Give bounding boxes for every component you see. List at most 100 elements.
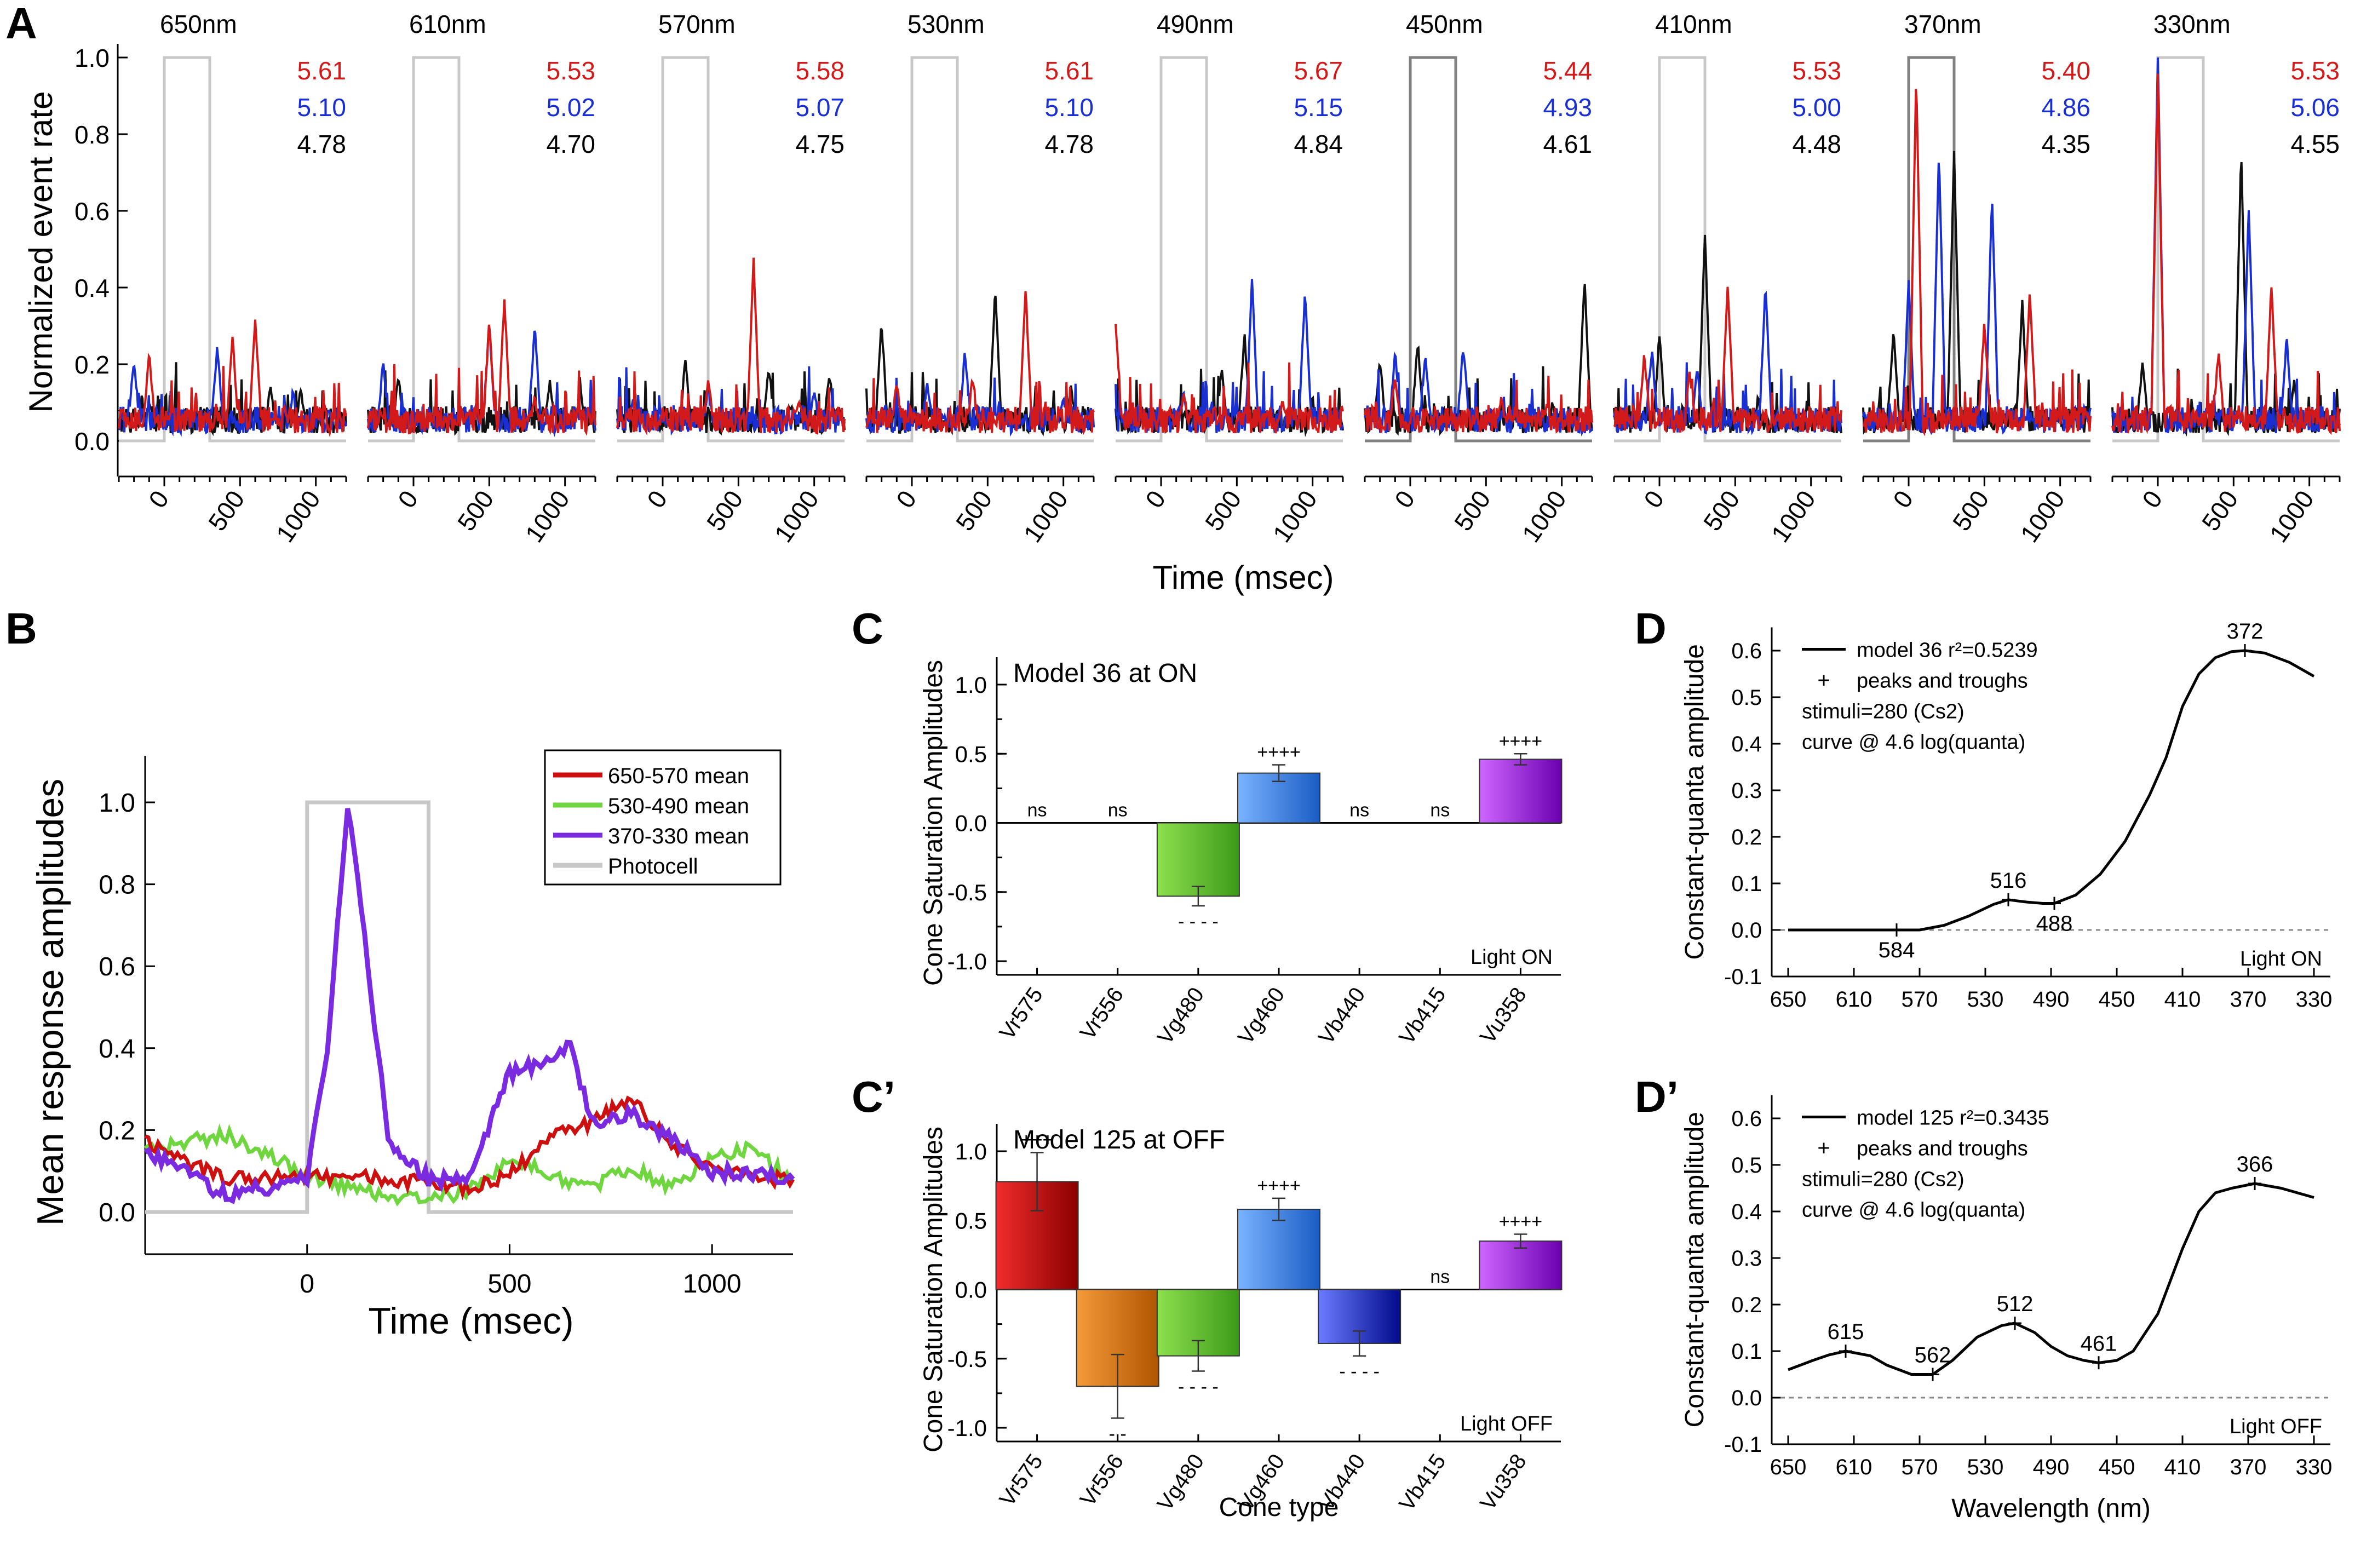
bar-x-tick-label: Vb415 bbox=[1394, 1450, 1450, 1515]
spec-legend-model: model 125 r²=0.3435 bbox=[1857, 1107, 2049, 1130]
log-threshold-blue: 5.00 bbox=[1792, 93, 1841, 122]
response-trace-red bbox=[1115, 324, 1344, 434]
subplot-x-tick-label: 1000 bbox=[271, 485, 326, 548]
bar-chart-title: Model 36 at ON bbox=[1013, 659, 1197, 688]
panel-a-subplot: 450nm 5.44 4.93 4.61 0 500 1000 bbox=[1364, 10, 1593, 548]
significance-label: +++ bbox=[1021, 1130, 1054, 1151]
panel-c-prime: -1.0 -0.5 0.0 0.5 1.0 Cone Saturation Amplitu… bbox=[919, 1124, 1563, 1522]
spec-x-tick-label: 450 bbox=[2099, 1455, 2135, 1479]
spec-curve-text: curve @ 4.6 log(quanta) bbox=[1802, 731, 2025, 754]
panel-b-legend-label: 370-330 mean bbox=[608, 824, 749, 848]
panel-a-y-axis: 0.0 0.2 0.4 0.6 0.8 1.0 bbox=[74, 44, 128, 476]
spec-legend-peaks: peaks and troughs bbox=[1857, 1138, 2028, 1161]
panel-a-subplot: 530nm 5.61 5.10 4.78 0 500 1000 bbox=[865, 10, 1095, 548]
spec-y-tick-label: 0.4 bbox=[1731, 732, 1762, 756]
bar-vg460 bbox=[1237, 1209, 1320, 1290]
subplot-x-tick-label: 0 bbox=[1638, 485, 1669, 513]
panel-label-c2: C’ bbox=[852, 1072, 895, 1121]
spec-y-label: Constant-quanta amplitude bbox=[1680, 644, 1709, 960]
photocell-trace bbox=[119, 56, 346, 443]
log-threshold-blue: 4.93 bbox=[1543, 93, 1592, 122]
response-trace-red bbox=[1364, 376, 1593, 434]
bar-y-tick-label: 0.0 bbox=[955, 1277, 987, 1303]
log-threshold-red: 5.67 bbox=[1294, 56, 1343, 85]
spec-x-tick-label: 330 bbox=[2296, 987, 2333, 1012]
log-threshold-black: 4.84 bbox=[1294, 130, 1343, 158]
bar-y-tick-label: 1.0 bbox=[955, 672, 987, 698]
panel-b-legend-label: 530-490 mean bbox=[608, 794, 749, 818]
subplot-x-tick-label: 1000 bbox=[2264, 485, 2319, 548]
panel-b-legend-label: 650-570 mean bbox=[608, 764, 749, 788]
stimulus-wavelength-label: 330nm bbox=[2153, 10, 2231, 38]
bar-y-tick-label: 0.5 bbox=[955, 1208, 987, 1233]
photocell-trace bbox=[1614, 56, 1841, 443]
spec-x-tick-label: 530 bbox=[1967, 1455, 2004, 1479]
stimulus-wavelength-label: 370nm bbox=[1904, 10, 1981, 38]
spec-stimuli-text: stimuli=280 (Cs2) bbox=[1802, 1168, 1965, 1191]
bar-x-tick-label: Vu358 bbox=[1475, 983, 1531, 1048]
bar-vu358 bbox=[1479, 759, 1563, 824]
subplot-x-tick-label: 500 bbox=[950, 485, 998, 536]
panel-a-subplots: 650nm 5.61 5.10 4.78 0 500 1000 610nm 5.53 5.02 4.… bbox=[118, 10, 2341, 548]
stimulus-wavelength-label: 610nm bbox=[409, 10, 486, 38]
spec-curve-text: curve @ 4.6 log(quanta) bbox=[1802, 1199, 2025, 1222]
subplot-x-tick-label: 0 bbox=[2136, 485, 2168, 513]
subplot-x-tick-label: 1000 bbox=[1517, 485, 1572, 548]
panel-a-y-tick-label: 0.8 bbox=[74, 120, 110, 149]
panel-a-y-tick-label: 1.0 bbox=[74, 44, 110, 72]
stimulus-wavelength-label: 530nm bbox=[907, 10, 985, 38]
response-trace-red bbox=[1613, 286, 1842, 433]
photocell-trace bbox=[1365, 56, 1592, 443]
bar-x-tick-label: Vu358 bbox=[1475, 1450, 1531, 1515]
log-threshold-red: 5.44 bbox=[1543, 56, 1592, 85]
panel-b-y-tick-label: 0.8 bbox=[99, 871, 135, 900]
panel-a-subplot: 410nm 5.53 5.00 4.48 0 500 1000 bbox=[1613, 10, 1842, 548]
response-trace-red bbox=[865, 291, 1095, 435]
subplot-x-tick-label: 1000 bbox=[1018, 485, 1073, 548]
spec-x-tick-label: 610 bbox=[1836, 987, 1872, 1012]
peak-label: 488 bbox=[2036, 912, 2073, 936]
subplot-x-tick-label: 500 bbox=[203, 485, 250, 536]
panel-b-x-tick-label: 500 bbox=[487, 1270, 531, 1299]
stimulus-wavelength-label: 490nm bbox=[1157, 10, 1234, 38]
significance-label: ns bbox=[1349, 800, 1369, 821]
peak-label: 584 bbox=[1879, 938, 1915, 962]
subplot-x-tick-label: 500 bbox=[452, 485, 499, 536]
log-threshold-black: 4.61 bbox=[1543, 130, 1592, 158]
response-trace-black bbox=[2111, 162, 2341, 437]
log-threshold-black: 4.75 bbox=[795, 130, 845, 158]
significance-label: - - - - bbox=[1339, 1362, 1380, 1382]
photocell-trace bbox=[368, 56, 595, 443]
panel-a-subplot: 570nm 5.58 5.07 4.75 0 500 1000 bbox=[616, 10, 846, 548]
panel-a-subplot: 650nm 5.61 5.10 4.78 0 500 1000 bbox=[118, 10, 347, 548]
significance-label: ++++ bbox=[1257, 1175, 1300, 1196]
subplot-x-tick-label: 0 bbox=[891, 485, 922, 513]
log-threshold-black: 4.78 bbox=[1044, 130, 1094, 158]
panel-label-d2: D’ bbox=[1635, 1072, 1679, 1121]
spec-y-tick-label: 0.2 bbox=[1731, 1293, 1762, 1317]
subplot-x-tick-label: 500 bbox=[1449, 485, 1496, 536]
stimulus-wavelength-label: 650nm bbox=[160, 10, 237, 38]
subplot-x-tick-label: 1000 bbox=[2015, 485, 2070, 548]
log-threshold-blue: 5.15 bbox=[1294, 93, 1343, 122]
log-threshold-blue: 4.86 bbox=[2041, 93, 2090, 122]
panel-b: 0.0 0.2 0.4 0.6 0.8 1.0 0 500 1000 Mean response … bbox=[30, 749, 795, 1342]
photocell-trace bbox=[1863, 56, 2090, 443]
log-threshold-blue: 5.10 bbox=[297, 93, 346, 122]
subplot-x-tick-label: 1000 bbox=[1766, 485, 1821, 548]
response-trace-red bbox=[118, 319, 347, 438]
log-threshold-black: 4.55 bbox=[2290, 130, 2340, 158]
panel-a-y-tick-label: 0.2 bbox=[74, 351, 110, 379]
panel-b-y-tick-label: 0.4 bbox=[99, 1035, 135, 1064]
bar-y-tick-label: 1.0 bbox=[955, 1139, 987, 1164]
panel-a-y-tick-label: 0.4 bbox=[74, 274, 110, 302]
panel-b-y-tick-label: 0.6 bbox=[99, 952, 135, 981]
spec-y-tick-label: 0.0 bbox=[1731, 1386, 1762, 1410]
significance-label: ++++ bbox=[1499, 1211, 1542, 1232]
log-threshold-blue: 5.02 bbox=[546, 93, 595, 122]
spec-x-tick-label: 450 bbox=[2099, 987, 2135, 1012]
subplot-x-tick-label: 1000 bbox=[769, 485, 824, 548]
significance-label: ns bbox=[1027, 800, 1047, 821]
log-threshold-red: 5.40 bbox=[2041, 56, 2090, 85]
panel-b-x-tick-label: 1000 bbox=[683, 1270, 742, 1299]
